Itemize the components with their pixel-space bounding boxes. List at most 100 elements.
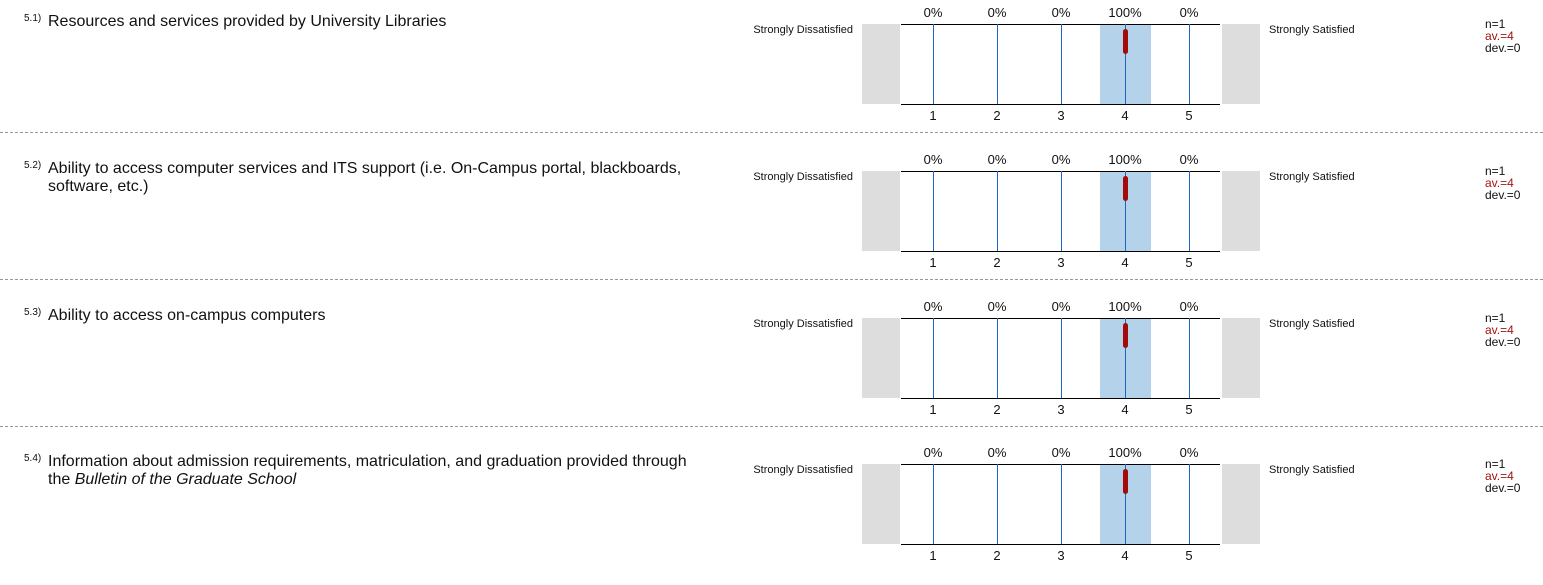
question-text-italic: Bulletin of the Graduate School bbox=[74, 471, 297, 488]
scale-tick bbox=[1189, 24, 1190, 104]
stats-block: n=1 av.=4 dev.=0 bbox=[1485, 18, 1520, 54]
scale-label-2: 2 bbox=[993, 548, 1001, 563]
question-text: Information about admission requirements… bbox=[48, 453, 708, 489]
percent-option-4: 100% bbox=[1108, 152, 1142, 167]
left-gray-box bbox=[862, 318, 900, 398]
question-text: Resources and services provided by Unive… bbox=[48, 13, 708, 31]
stats-block: n=1 av.=4 dev.=0 bbox=[1485, 165, 1520, 201]
stat-deviation: dev.=0 bbox=[1485, 481, 1521, 495]
stat-average: av.=4 bbox=[1485, 176, 1514, 190]
mean-marker bbox=[1123, 29, 1128, 54]
question-block: 5.1) Resources and services provided by … bbox=[0, 5, 1543, 145]
scale-label-1: 1 bbox=[929, 548, 937, 563]
scale-label-2: 2 bbox=[993, 402, 1001, 417]
stat-n: n=1 bbox=[1485, 311, 1506, 325]
scale-label-1: 1 bbox=[929, 108, 937, 123]
scale-tick bbox=[1189, 464, 1190, 544]
left-gray-box bbox=[862, 171, 900, 251]
scale-tick bbox=[997, 318, 998, 398]
scale-tick bbox=[1189, 318, 1190, 398]
scale-label-1: 1 bbox=[929, 255, 937, 270]
scale-tick bbox=[1061, 24, 1062, 104]
scale-tick bbox=[1125, 171, 1126, 251]
scale-tick bbox=[1125, 318, 1126, 398]
scale-top-line bbox=[901, 171, 1220, 172]
left-anchor-label: Strongly Dissatisfied bbox=[753, 171, 853, 183]
stat-deviation: dev.=0 bbox=[1485, 188, 1521, 202]
percent-option-2: 0% bbox=[987, 299, 1007, 314]
stat-deviation: dev.=0 bbox=[1485, 41, 1521, 55]
question-block: 5.4) Information about admission require… bbox=[0, 445, 1543, 585]
stat-average: av.=4 bbox=[1485, 29, 1514, 43]
right-anchor-label: Strongly Satisfied bbox=[1269, 464, 1355, 476]
scale-label-3: 3 bbox=[1057, 402, 1065, 417]
scale-label-2: 2 bbox=[993, 255, 1001, 270]
scale-tick bbox=[997, 24, 998, 104]
percent-option-5: 0% bbox=[1179, 152, 1199, 167]
stat-n: n=1 bbox=[1485, 17, 1506, 31]
question-separator bbox=[0, 426, 1543, 427]
percent-option-3: 0% bbox=[1051, 445, 1071, 460]
question-text-main: Ability to access on-campus computers bbox=[48, 307, 326, 324]
scale-tick bbox=[1125, 464, 1126, 544]
scale-label-5: 5 bbox=[1185, 255, 1193, 270]
scale-bottom-line bbox=[901, 104, 1220, 105]
left-anchor-label: Strongly Dissatisfied bbox=[753, 464, 853, 476]
stat-n: n=1 bbox=[1485, 164, 1506, 178]
percent-option-5: 0% bbox=[1179, 445, 1199, 460]
scale-label-5: 5 bbox=[1185, 402, 1193, 417]
stat-average: av.=4 bbox=[1485, 469, 1514, 483]
left-gray-box bbox=[862, 24, 900, 104]
scale-label-3: 3 bbox=[1057, 255, 1065, 270]
percent-option-4: 100% bbox=[1108, 445, 1142, 460]
right-gray-box bbox=[1222, 464, 1260, 544]
scale-tick bbox=[1061, 464, 1062, 544]
scale-bottom-line bbox=[901, 398, 1220, 399]
right-anchor-label: Strongly Satisfied bbox=[1269, 318, 1355, 330]
left-anchor-label: Strongly Dissatisfied bbox=[753, 24, 853, 36]
scale-label-3: 3 bbox=[1057, 548, 1065, 563]
percent-option-1: 0% bbox=[923, 5, 943, 20]
scale-label-5: 5 bbox=[1185, 548, 1193, 563]
percent-option-2: 0% bbox=[987, 5, 1007, 20]
question-text-main: Resources and services provided by Unive… bbox=[48, 13, 447, 30]
percent-option-5: 0% bbox=[1179, 5, 1199, 20]
percent-option-4: 100% bbox=[1108, 299, 1142, 314]
stats-block: n=1 av.=4 dev.=0 bbox=[1485, 458, 1520, 494]
scale-label-5: 5 bbox=[1185, 108, 1193, 123]
right-anchor-label: Strongly Satisfied bbox=[1269, 171, 1355, 183]
question-separator bbox=[0, 132, 1543, 133]
scale-tick bbox=[1061, 318, 1062, 398]
question-text: Ability to access on-campus computers bbox=[48, 307, 708, 325]
question-number: 5.2) bbox=[24, 160, 42, 171]
question-block: 5.3) Ability to access on-campus compute… bbox=[0, 299, 1543, 439]
question-number: 5.1) bbox=[24, 13, 42, 24]
question-number: 5.3) bbox=[24, 307, 42, 318]
right-anchor-label: Strongly Satisfied bbox=[1269, 24, 1355, 36]
scale-tick bbox=[997, 464, 998, 544]
scale-bottom-line bbox=[901, 544, 1220, 545]
scale-tick bbox=[933, 171, 934, 251]
mean-marker bbox=[1123, 176, 1128, 201]
scale-top-line bbox=[901, 464, 1220, 465]
question-separator bbox=[0, 279, 1543, 280]
percent-option-3: 0% bbox=[1051, 299, 1071, 314]
scale-tick bbox=[1189, 171, 1190, 251]
stat-deviation: dev.=0 bbox=[1485, 335, 1521, 349]
right-gray-box bbox=[1222, 318, 1260, 398]
right-gray-box bbox=[1222, 24, 1260, 104]
scale-label-1: 1 bbox=[929, 402, 937, 417]
percent-option-5: 0% bbox=[1179, 299, 1199, 314]
scale-top-line bbox=[901, 318, 1220, 319]
mean-marker bbox=[1123, 469, 1128, 494]
question-text: Ability to access computer services and … bbox=[48, 160, 708, 196]
scale-label-4: 4 bbox=[1121, 255, 1129, 270]
scale-label-4: 4 bbox=[1121, 548, 1129, 563]
percent-option-4: 100% bbox=[1108, 5, 1142, 20]
left-anchor-label: Strongly Dissatisfied bbox=[753, 318, 853, 330]
scale-tick bbox=[933, 318, 934, 398]
percent-option-2: 0% bbox=[987, 445, 1007, 460]
question-text-main: Ability to access computer services and … bbox=[48, 160, 682, 195]
percent-option-1: 0% bbox=[923, 152, 943, 167]
right-gray-box bbox=[1222, 171, 1260, 251]
